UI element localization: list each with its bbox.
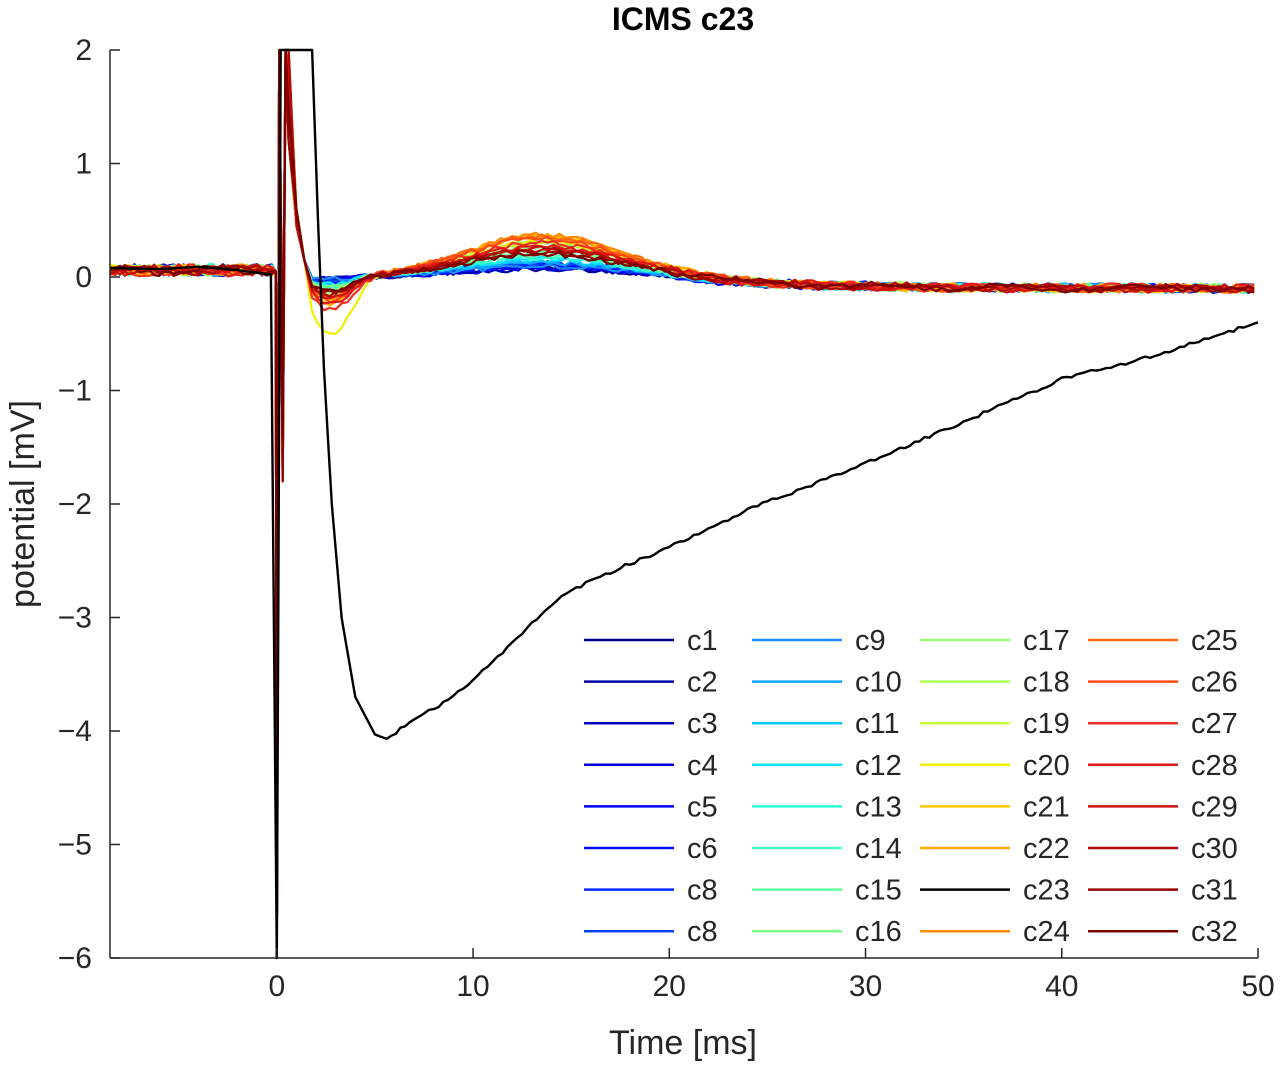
legend-label-c20: c20	[1023, 750, 1070, 782]
legend-label-c26: c26	[1191, 667, 1238, 699]
plot-lines	[109, 48, 1259, 960]
legend-label-c15: c15	[855, 875, 902, 907]
series-line-c23	[109, 48, 1259, 960]
legend-label-c18: c18	[1023, 667, 1070, 699]
legend-label-c19: c19	[1023, 708, 1070, 740]
legend-label-c29: c29	[1191, 791, 1238, 823]
y-tick-label: 0	[75, 261, 92, 294]
legend-label-c30: c30	[1191, 833, 1238, 865]
series-line-c30	[109, 48, 1255, 960]
x-tick-label: 40	[1045, 970, 1078, 1003]
legend-label-c1: c1	[687, 625, 718, 657]
y-tick-label: 1	[75, 148, 92, 181]
legend-label-c6: c6	[687, 833, 718, 865]
legend-label-c32: c32	[1191, 916, 1238, 948]
x-tick-label: 10	[456, 970, 489, 1003]
legend-label-c17: c17	[1023, 625, 1070, 657]
chart-title: ICMS c23	[612, 1, 754, 37]
y-tick-label: −1	[58, 375, 92, 408]
legend-label-c3: c3	[687, 708, 718, 740]
legend-label-c12: c12	[855, 750, 902, 782]
y-tick-label: −5	[58, 829, 92, 862]
legend-label-c27: c27	[1191, 708, 1238, 740]
legend-label-c28: c28	[1191, 750, 1238, 782]
x-tick-label: 20	[653, 970, 686, 1003]
y-tick-label: 2	[75, 34, 92, 67]
legend-label-c31: c31	[1191, 875, 1238, 907]
legend-label-c23: c23	[1023, 875, 1070, 907]
legend-label-c10: c10	[855, 667, 902, 699]
legend: c1 c2 c3 c4 c5 c6 c8 c8 c9 c10 c11 c12 c13 c14 c15 c16 c…	[584, 625, 1238, 948]
y-tick-label: −4	[58, 715, 92, 748]
legend-label-c21: c21	[1023, 791, 1070, 823]
legend-label-c4: c4	[687, 750, 718, 782]
legend-label-c8: c8	[687, 916, 718, 948]
legend-label-c5: c5	[687, 791, 718, 823]
legend-label-c11: c11	[855, 708, 900, 740]
legend-label-c9: c9	[855, 625, 886, 657]
y-tick-label: −2	[58, 488, 92, 521]
y-tick-label: −3	[58, 602, 92, 635]
x-tick-label: 0	[268, 970, 285, 1003]
y-tick-label: −6	[58, 942, 92, 975]
legend-label-c24: c24	[1023, 916, 1070, 948]
x-ticks: 0 10 20 30 40 50	[268, 948, 1275, 1003]
legend-label-c13: c13	[855, 791, 902, 823]
x-tick-label: 30	[849, 970, 882, 1003]
x-tick-label: 50	[1241, 970, 1274, 1003]
y-ticks: 2 1 0 −1 −2 −3 −4 −5 −6	[58, 34, 120, 975]
series-line-c32	[109, 48, 1255, 960]
legend-label-c2: c2	[687, 667, 718, 699]
y-axis-title: potential [mV]	[4, 400, 42, 608]
x-axis-title: Time [ms]	[609, 1024, 757, 1062]
legend-label-c22: c22	[1023, 833, 1070, 865]
legend-label-c14: c14	[855, 833, 902, 865]
legend-label-c8: c8	[687, 875, 718, 907]
axes	[109, 50, 1258, 959]
legend-label-c16: c16	[855, 916, 902, 948]
legend-label-c25: c25	[1191, 625, 1238, 657]
